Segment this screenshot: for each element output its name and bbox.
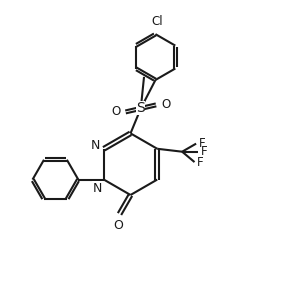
Text: O: O [111, 106, 120, 118]
Text: F: F [201, 145, 208, 158]
Text: N: N [93, 182, 102, 195]
Text: F: F [198, 137, 205, 150]
Text: F: F [197, 155, 204, 169]
Text: O: O [161, 98, 171, 112]
Text: Cl: Cl [151, 15, 163, 28]
Text: O: O [113, 219, 123, 232]
Text: S: S [136, 101, 145, 115]
Text: N: N [91, 139, 100, 152]
